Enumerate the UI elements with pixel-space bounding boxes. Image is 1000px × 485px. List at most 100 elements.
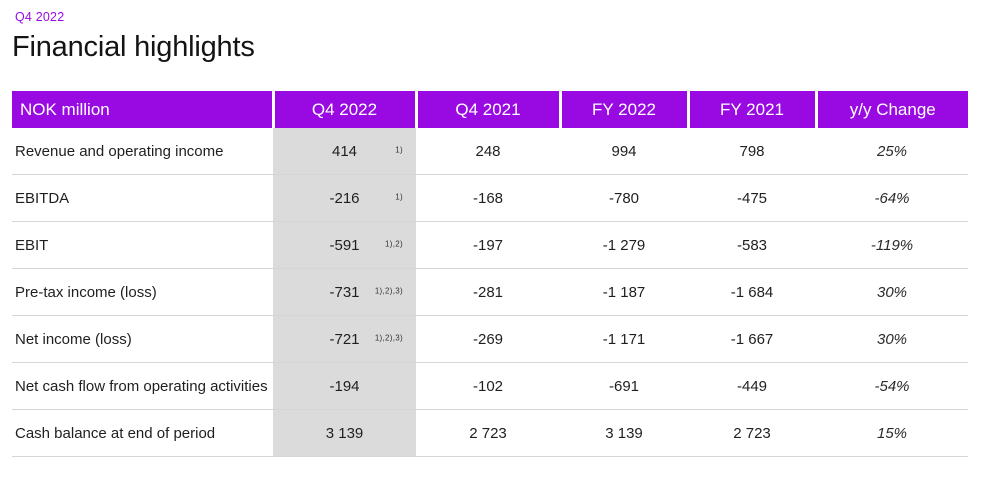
table-row: Cash balance at end of period 3 139 2 723 3… <box>12 409 968 457</box>
value-cell: -731 1),2),3) <box>273 268 416 316</box>
value-cell: -583 <box>688 221 816 269</box>
cell-value: -691 <box>608 377 640 395</box>
cell-value: 30% <box>876 283 908 301</box>
cell-value: 248 <box>475 142 501 160</box>
table-body: Revenue and operating income 414 1) 248 994 7… <box>12 128 968 457</box>
value-cell: -1 667 <box>688 315 816 363</box>
value-cell: -1 279 <box>560 221 688 269</box>
column-header-q4-2021: Q4 2021 <box>414 91 560 128</box>
row-label: EBITDA <box>12 174 273 222</box>
value-cell: 248 <box>416 128 560 175</box>
table-row: Net cash flow from operating activities -… <box>12 362 968 410</box>
column-header-yy-change: y/y Change <box>814 91 968 128</box>
value-cell: -216 1) <box>273 174 416 222</box>
table-row: EBIT -591 1),2) -197 -1 279 -583 -119% <box>12 221 968 269</box>
cell-value: 994 <box>611 142 637 160</box>
page-title: Financial highlights <box>12 31 255 63</box>
table-row: Revenue and operating income 414 1) 248 994 7… <box>12 128 968 175</box>
yy-change-cell: 25% <box>816 128 968 175</box>
cell-value: -449 <box>736 377 768 395</box>
cell-value: -780 <box>608 189 640 207</box>
cell-value: -119% <box>870 236 914 254</box>
footnote-marker: 1) <box>395 145 403 155</box>
cell-value: -281 <box>472 283 504 301</box>
cell-value: -731 <box>329 283 360 301</box>
row-label: Net cash flow from operating activities <box>12 362 273 410</box>
table-row: Pre-tax income (loss) -731 1),2),3) -281 -1 … <box>12 268 968 316</box>
footnote-marker: 1) <box>395 192 403 202</box>
cell-value: -475 <box>736 189 768 207</box>
value-cell: -194 <box>273 362 416 410</box>
financial-highlights-slide: Q4 2022 Financial highlights NOK million… <box>12 10 968 457</box>
yy-change-cell: -64% <box>816 174 968 222</box>
cell-value: 3 139 <box>325 424 364 442</box>
value-cell: -691 <box>560 362 688 410</box>
value-cell: -721 1),2),3) <box>273 315 416 363</box>
cell-value: -64% <box>874 189 910 207</box>
yy-change-cell: 30% <box>816 315 968 363</box>
row-label: Cash balance at end of period <box>12 409 273 457</box>
value-cell: -591 1),2) <box>273 221 416 269</box>
value-cell: 798 <box>688 128 816 175</box>
column-header-fy-2022: FY 2022 <box>558 91 688 128</box>
row-label: Net income (loss) <box>12 315 273 363</box>
cell-value: -54% <box>874 377 910 395</box>
row-label: Pre-tax income (loss) <box>12 268 273 316</box>
cell-value: 414 <box>331 142 358 160</box>
cell-value: -583 <box>736 236 768 254</box>
cell-value: 15% <box>876 424 908 442</box>
cell-value: -721 <box>329 330 360 348</box>
value-cell: -281 <box>416 268 560 316</box>
cell-value: 3 139 <box>605 424 643 442</box>
table-row: EBITDA -216 1) -168 -780 -475 -64% <box>12 174 968 222</box>
value-cell: -475 <box>688 174 816 222</box>
value-cell: -197 <box>416 221 560 269</box>
cell-value: -269 <box>472 330 504 348</box>
value-cell: -1 187 <box>560 268 688 316</box>
cell-value: -194 <box>329 377 360 395</box>
footnote-marker: 1),2),3) <box>374 286 403 296</box>
cell-value: -591 <box>329 236 360 254</box>
yy-change-cell: 15% <box>816 409 968 457</box>
cell-value: 2 723 <box>733 424 771 442</box>
cell-value: -1 667 <box>730 330 774 348</box>
value-cell: -1 684 <box>688 268 816 316</box>
value-cell: -102 <box>416 362 560 410</box>
column-header-q4-2022: Q4 2022 <box>271 91 416 128</box>
cell-value: -216 <box>329 189 360 207</box>
financial-highlights-table: NOK million Q4 2022 Q4 2021 FY 2022 FY 2… <box>12 91 968 457</box>
yy-change-cell: 30% <box>816 268 968 316</box>
cell-value: 2 723 <box>469 424 507 442</box>
value-cell: -780 <box>560 174 688 222</box>
value-cell: 3 139 <box>560 409 688 457</box>
yy-change-cell: -54% <box>816 362 968 410</box>
value-cell: 414 1) <box>273 128 416 175</box>
cell-value: -102 <box>472 377 504 395</box>
value-cell: -168 <box>416 174 560 222</box>
cell-value: 25% <box>876 142 908 160</box>
footnote-marker: 1),2),3) <box>374 333 403 343</box>
cell-value: -1 187 <box>602 283 646 301</box>
value-cell: 994 <box>560 128 688 175</box>
yy-change-cell: -119% <box>816 221 968 269</box>
cell-value: 798 <box>739 142 765 160</box>
table-header-row: NOK million Q4 2022 Q4 2021 FY 2022 FY 2… <box>12 91 968 128</box>
row-label: Revenue and operating income <box>12 128 273 175</box>
report-period-label: Q4 2022 <box>15 10 65 24</box>
column-header-nok-million: NOK million <box>12 91 273 128</box>
cell-value: -1 279 <box>602 236 646 254</box>
footnote-marker: 1),2) <box>385 239 403 249</box>
cell-value: -1 684 <box>730 283 774 301</box>
value-cell: 2 723 <box>416 409 560 457</box>
cell-value: 30% <box>876 330 908 348</box>
cell-value: -197 <box>472 236 504 254</box>
row-label: EBIT <box>12 221 273 269</box>
cell-value: -1 171 <box>602 330 646 348</box>
cell-value: -168 <box>472 189 504 207</box>
value-cell: -1 171 <box>560 315 688 363</box>
value-cell: 3 139 <box>273 409 416 457</box>
value-cell: -449 <box>688 362 816 410</box>
table-row: Net income (loss) -721 1),2),3) -269 -1 171 -… <box>12 315 968 363</box>
column-header-fy-2021: FY 2021 <box>686 91 816 128</box>
value-cell: -269 <box>416 315 560 363</box>
